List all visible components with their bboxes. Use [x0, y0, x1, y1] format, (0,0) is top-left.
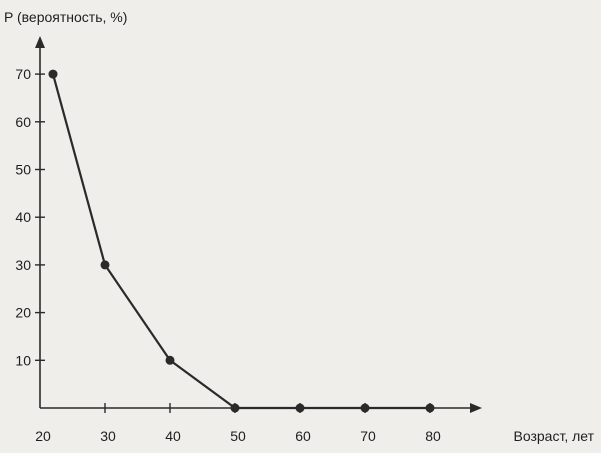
x-tick-label: 30 — [100, 428, 116, 444]
series — [51, 73, 430, 410]
data-point — [230, 403, 240, 413]
series-line — [51, 73, 430, 410]
y-tick-label: 10 — [15, 352, 31, 368]
x-tick-label: 60 — [295, 428, 311, 444]
y-tick-label: 30 — [15, 257, 31, 273]
x-axis-arrow-icon — [470, 403, 482, 413]
y-ticks: 10 20 30 40 50 60 70 — [15, 66, 45, 368]
data-point — [165, 355, 175, 365]
y-tick-label: 50 — [15, 162, 31, 178]
axes — [35, 36, 482, 413]
x-ticks: 20 30 40 50 60 70 80 — [35, 403, 441, 444]
y-tick-label: 60 — [15, 114, 31, 130]
x-tick-label: 40 — [165, 428, 181, 444]
data-point — [425, 403, 435, 413]
y-axis-label: P (вероятность, %) — [4, 9, 127, 25]
y-tick-label: 20 — [15, 305, 31, 321]
data-points — [48, 69, 435, 413]
y-tick-label: 70 — [15, 66, 31, 82]
x-tick-label: 50 — [230, 428, 246, 444]
x-tick-label: 20 — [35, 428, 51, 444]
x-tick-label: 80 — [425, 428, 441, 444]
x-tick-label: 70 — [360, 428, 376, 444]
data-point — [295, 403, 305, 413]
data-point — [48, 69, 58, 79]
x-axis-label: Возраст, лет — [514, 428, 595, 444]
y-axis-arrow-icon — [35, 36, 45, 48]
y-tick-label: 40 — [15, 209, 31, 225]
data-point — [100, 260, 110, 270]
data-point — [360, 403, 370, 413]
